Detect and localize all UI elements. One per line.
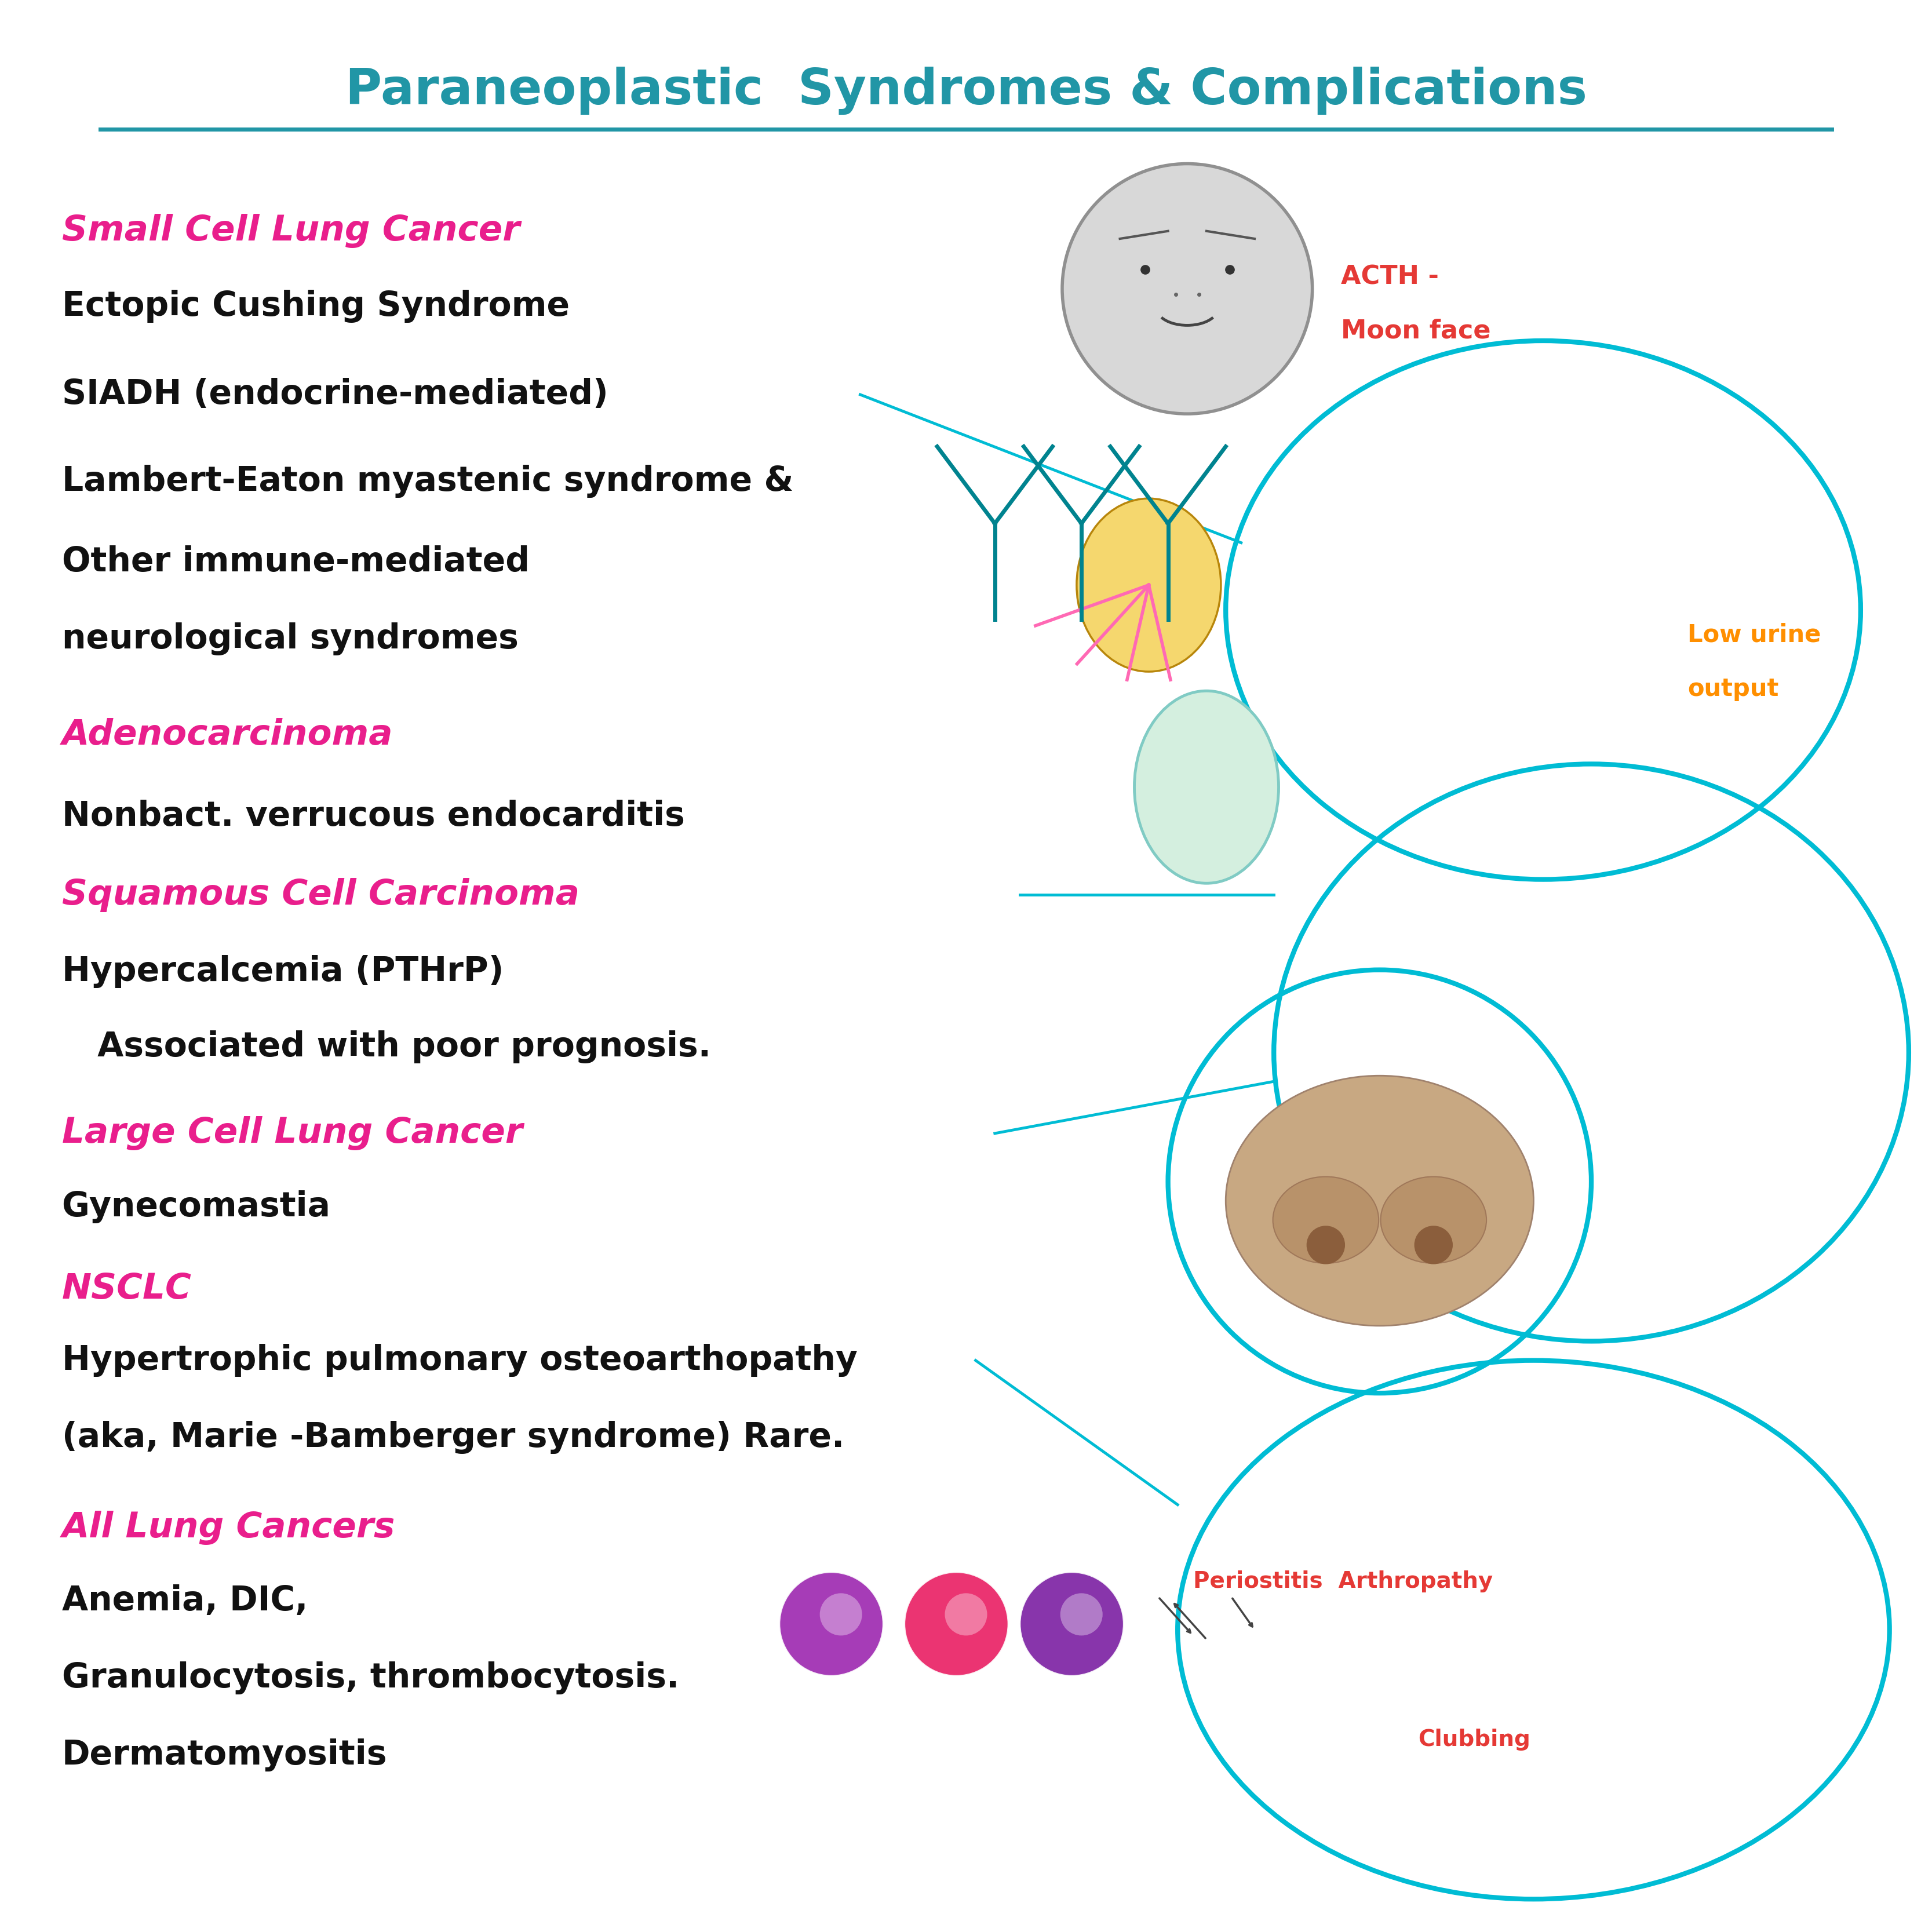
Text: Other immune-mediated: Other immune-mediated (62, 545, 529, 578)
Text: NSCLC: NSCLC (62, 1271, 191, 1306)
Text: Hypertrophic pulmonary osteoarthopathy: Hypertrophic pulmonary osteoarthopathy (62, 1345, 858, 1378)
Text: Associated with poor prognosis.: Associated with poor prognosis. (62, 1030, 711, 1063)
Text: neurological syndromes: neurological syndromes (62, 622, 518, 655)
Ellipse shape (819, 1594, 862, 1636)
Circle shape (1306, 1225, 1345, 1264)
Text: Granulocytosis, thrombocytosis.: Granulocytosis, thrombocytosis. (62, 1662, 678, 1694)
Text: Adenocarcinoma: Adenocarcinoma (62, 719, 392, 752)
Ellipse shape (1273, 1177, 1379, 1264)
Text: (aka, Marie -Bamberger syndrome) Rare.: (aka, Marie -Bamberger syndrome) Rare. (62, 1420, 844, 1455)
Text: Ectopic Cushing Syndrome: Ectopic Cushing Syndrome (62, 290, 570, 323)
Text: Nonbact. verrucous endocarditis: Nonbact. verrucous endocarditis (62, 800, 684, 833)
Ellipse shape (1061, 1594, 1103, 1636)
Text: ACTH -: ACTH - (1341, 265, 1439, 290)
Ellipse shape (779, 1573, 883, 1675)
Circle shape (1063, 164, 1312, 413)
Text: Large Cell Lung Cancer: Large Cell Lung Cancer (62, 1117, 522, 1150)
Text: output: output (1687, 676, 1779, 701)
Ellipse shape (904, 1573, 1009, 1675)
Ellipse shape (1134, 692, 1279, 883)
Text: Moon face: Moon face (1341, 319, 1492, 344)
Text: Paraneoplastic  Syndromes & Complications: Paraneoplastic Syndromes & Complications (346, 66, 1586, 114)
Text: Clubbing: Clubbing (1418, 1729, 1530, 1750)
Text: Lambert-Eaton myastenic syndrome &: Lambert-Eaton myastenic syndrome & (62, 466, 794, 498)
Text: SIADH (endocrine-mediated): SIADH (endocrine-mediated) (62, 379, 609, 412)
Text: All Lung Cancers: All Lung Cancers (62, 1511, 396, 1546)
Ellipse shape (1225, 1076, 1534, 1325)
Text: Hypercalcemia (PTHrP): Hypercalcemia (PTHrP) (62, 954, 504, 989)
Text: Low urine: Low urine (1687, 622, 1822, 647)
Text: Gynecomastia: Gynecomastia (62, 1190, 330, 1223)
Text: Small Cell Lung Cancer: Small Cell Lung Cancer (62, 214, 520, 247)
Text: Squamous Cell Carcinoma: Squamous Cell Carcinoma (62, 877, 580, 912)
Text: Dermatomyositis: Dermatomyositis (62, 1739, 386, 1772)
Text: Anemia, DIC,: Anemia, DIC, (62, 1584, 307, 1617)
Ellipse shape (945, 1594, 987, 1636)
Ellipse shape (1020, 1573, 1124, 1675)
Text: Periostitis  Arthropathy: Periostitis Arthropathy (1194, 1571, 1493, 1592)
Circle shape (1414, 1225, 1453, 1264)
Ellipse shape (1076, 498, 1221, 672)
Ellipse shape (1381, 1177, 1486, 1264)
